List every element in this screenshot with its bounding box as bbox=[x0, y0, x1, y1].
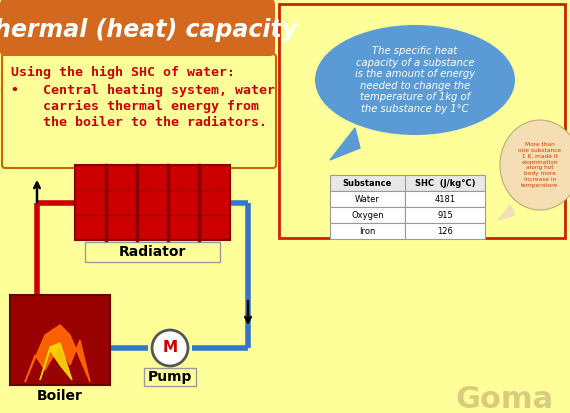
Text: Pump: Pump bbox=[148, 370, 192, 384]
Text: 915: 915 bbox=[437, 211, 453, 219]
FancyBboxPatch shape bbox=[2, 54, 276, 168]
Bar bbox=[405, 223, 485, 239]
Text: 4181: 4181 bbox=[434, 195, 455, 204]
Text: carries thermal energy from: carries thermal energy from bbox=[11, 100, 259, 113]
Text: Iron: Iron bbox=[359, 226, 376, 235]
Ellipse shape bbox=[500, 120, 570, 210]
Bar bbox=[330, 191, 405, 207]
Text: •   Central heating system, water: • Central heating system, water bbox=[11, 84, 275, 97]
Polygon shape bbox=[25, 325, 90, 382]
Polygon shape bbox=[40, 343, 72, 380]
Bar bbox=[330, 207, 405, 223]
Bar bbox=[330, 175, 485, 191]
Text: The specific heat
capacity of a substance
is the amount of energy
needed to chan: The specific heat capacity of a substanc… bbox=[355, 46, 475, 114]
Polygon shape bbox=[330, 128, 360, 160]
Text: Oxygen: Oxygen bbox=[351, 211, 384, 219]
Text: Boiler: Boiler bbox=[37, 389, 83, 403]
Polygon shape bbox=[498, 205, 515, 220]
Text: Thermal (heat) capacity: Thermal (heat) capacity bbox=[0, 18, 298, 42]
Text: 126: 126 bbox=[437, 226, 453, 235]
Text: More than
one substance
1 K, made it
examination
along hot
body more
Increase in: More than one substance 1 K, made it exa… bbox=[519, 142, 561, 188]
Bar bbox=[10, 295, 110, 385]
Bar bbox=[405, 207, 485, 223]
Bar bbox=[75, 165, 230, 240]
Text: Using the high SHC of water:: Using the high SHC of water: bbox=[11, 66, 235, 79]
Text: Substance: Substance bbox=[343, 178, 392, 188]
Text: Radiator: Radiator bbox=[119, 245, 186, 259]
Text: the boiler to the radiators.: the boiler to the radiators. bbox=[11, 116, 267, 129]
FancyBboxPatch shape bbox=[0, 0, 275, 56]
Ellipse shape bbox=[315, 25, 515, 135]
FancyBboxPatch shape bbox=[279, 4, 565, 238]
Circle shape bbox=[152, 330, 188, 366]
Text: Water: Water bbox=[355, 195, 380, 204]
Text: M: M bbox=[162, 340, 178, 356]
Bar bbox=[144, 368, 196, 386]
Text: Goma: Goma bbox=[456, 385, 554, 413]
Bar bbox=[330, 223, 405, 239]
Bar bbox=[85, 242, 220, 262]
Text: SHC  (J/kg°C): SHC (J/kg°C) bbox=[415, 178, 475, 188]
Bar bbox=[10, 387, 110, 405]
Bar bbox=[405, 191, 485, 207]
